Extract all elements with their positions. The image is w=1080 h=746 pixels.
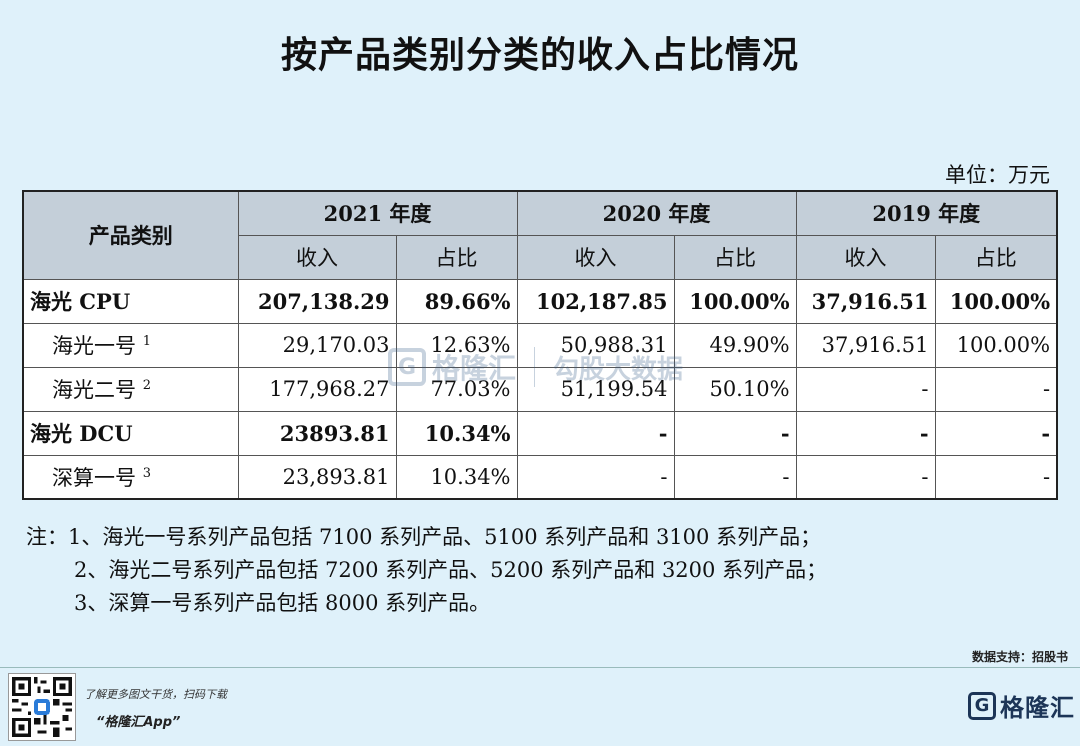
table-cell: 23,893.81 — [237, 454, 397, 500]
table-cell: - — [516, 410, 675, 456]
table-cell: - — [673, 410, 797, 456]
revenue-table: 产品类别 2021 年度 2020 年度 2019 年度 收入 占比 收入 占比… — [22, 190, 1059, 500]
footnote: 注：1、海光一号系列产品包括 7100 系列产品、5100 系列产品和 3100… — [26, 525, 822, 549]
table-row: 海光 CPU 207,138.29 89.66% 102,187.85 100.… — [22, 278, 1058, 324]
table-cell: - — [934, 454, 1058, 500]
page-title: 按产品类别分类的收入占比情况 — [280, 35, 799, 76]
brand-logo-icon: G — [968, 691, 996, 720]
row-label: 深算一号 3 — [22, 454, 239, 500]
category-header: 产品类别 — [22, 190, 239, 280]
row-label: 海光一号 1 — [22, 322, 239, 368]
table-cell: 77.03% — [395, 366, 518, 412]
footer-app-name: “格隆汇App” — [96, 715, 181, 730]
table-cell: 12.63% — [395, 322, 518, 368]
table-cell: 10.34% — [395, 454, 518, 500]
table-row: 海光二号 2 177,968.27 77.03% 51,199.54 50.10… — [22, 366, 1058, 412]
table-cell: - — [795, 410, 936, 456]
watermark: G 格隆汇 勾股大数据 — [388, 347, 683, 387]
footnote-mark: 2 — [142, 378, 151, 393]
row-label: 海光二号 2 — [22, 366, 239, 412]
unit-label: 单位：万元 — [945, 163, 1050, 187]
table-cell: - — [934, 366, 1058, 412]
table-cell: - — [795, 366, 936, 412]
table-row: 海光 DCU 23893.81 10.34% - - - - — [22, 410, 1058, 456]
table-cell: - — [516, 454, 675, 500]
table-cell: - — [673, 454, 797, 500]
table-cell: 10.34% — [395, 410, 518, 456]
brand-logo: G 格隆汇 — [968, 688, 1075, 723]
table-cell: 37,916.51 — [795, 322, 936, 368]
watermark-logo-icon: G — [388, 348, 426, 386]
table-row: 深算一号 3 23,893.81 10.34% - - - - — [22, 454, 1058, 500]
watermark-divider — [534, 347, 536, 387]
year-header: 2020 年度 — [516, 190, 797, 236]
revenue-header: 收入 — [516, 234, 675, 280]
year-header: 2019 年度 — [795, 190, 1058, 236]
share-header: 占比 — [934, 234, 1058, 280]
footnote: 2、海光二号系列产品包括 7200 系列产品、5200 系列产品和 3200 系… — [74, 558, 828, 582]
brand-name: 格隆汇 — [1000, 694, 1075, 722]
footer-promo: 了解更多图文干货，扫码下载 — [84, 688, 227, 701]
table-cell: 89.66% — [395, 278, 518, 324]
table-cell: 100.00% — [934, 322, 1058, 368]
footnote-mark: 3 — [142, 465, 151, 481]
table-cell: 207,138.29 — [237, 278, 397, 324]
table-cell: 51,199.54 — [516, 366, 675, 412]
qr-code-icon[interactable] — [8, 673, 76, 741]
revenue-header: 收入 — [237, 234, 397, 280]
year-header: 2021 年度 — [237, 190, 518, 236]
table-cell: 50.10% — [673, 366, 797, 412]
table-cell: 23893.81 — [237, 410, 397, 456]
footnotes: 注：1、海光一号系列产品包括 7100 系列产品、5100 系列产品和 3100… — [26, 521, 827, 620]
table-cell: - — [795, 454, 936, 500]
table-cell: 50,988.31 — [516, 322, 675, 368]
watermark-brand: 格隆汇 — [432, 352, 517, 385]
table-cell: - — [934, 410, 1058, 456]
year-header-row: 产品类别 2021 年度 2020 年度 2019 年度 — [22, 190, 1058, 280]
revenue-header: 收入 — [795, 234, 936, 280]
sub-header-row: 收入 占比 收入 占比 收入 占比 — [23, 234, 1058, 280]
table-row: 海光一号 1 29,170.03 12.63% 50,988.31 49.90%… — [22, 322, 1058, 368]
source-label: 数据支持：招股书 — [971, 650, 1068, 664]
share-header: 占比 — [395, 234, 518, 280]
table-cell: 100.00% — [673, 278, 797, 324]
row-label: 海光 CPU — [22, 278, 239, 324]
table-cell: 37,916.51 — [795, 278, 936, 324]
footnote-mark: 1 — [142, 334, 151, 349]
row-label: 海光 DCU — [22, 410, 239, 456]
footer-divider — [0, 667, 1080, 668]
table-cell: 177,968.27 — [237, 366, 397, 412]
table-cell: 100.00% — [934, 278, 1058, 324]
footnote: 3、深算一号系列产品包括 8000 系列产品。 — [74, 591, 491, 615]
watermark-sub: 勾股大数据 — [553, 354, 684, 385]
table-cell: 49.90% — [673, 322, 797, 368]
share-header: 占比 — [673, 234, 797, 280]
table-cell: 29,170.03 — [237, 322, 397, 368]
table-cell: 102,187.85 — [516, 278, 675, 324]
